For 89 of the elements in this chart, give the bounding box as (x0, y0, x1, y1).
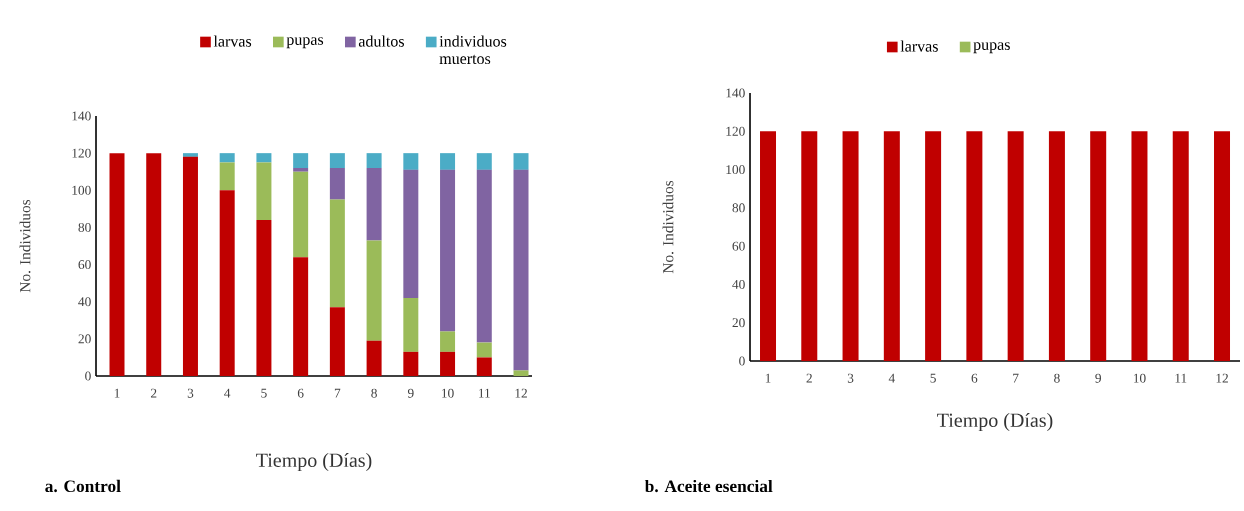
x-axis-title: Tiempo (Días) (256, 452, 372, 472)
bar (329, 307, 345, 376)
x-tick-label: 10 (1133, 373, 1146, 383)
bar (366, 153, 382, 168)
bar (219, 162, 235, 191)
legend-label: larvas (900, 40, 938, 52)
y-tick-label: 120 (726, 126, 745, 136)
y-tick-label: 80 (78, 222, 91, 232)
bar (256, 220, 272, 376)
bar (403, 298, 419, 352)
y-tick-label: 80 (732, 203, 745, 213)
bar (476, 153, 492, 170)
legend-label: adultos (358, 35, 404, 47)
x-tick-label: 7 (334, 388, 341, 398)
y-tick-label: 60 (732, 241, 745, 251)
bar (293, 153, 309, 168)
bar (182, 156, 198, 376)
legend-label: pupas (286, 37, 324, 49)
x-tick-label: 2 (150, 388, 157, 398)
y-tick-label: 100 (72, 185, 91, 195)
x-tick-label: 1 (114, 388, 120, 398)
x-tick-label: 8 (1054, 373, 1060, 383)
y-tick-label: 40 (732, 279, 745, 289)
bar (476, 342, 492, 358)
x-tick-label: 2 (806, 373, 812, 383)
y-tick-label: 0 (739, 356, 745, 366)
bar (403, 153, 419, 170)
bar (513, 153, 529, 170)
bar (219, 153, 235, 163)
bar (256, 153, 272, 163)
y-tick-label: 60 (78, 260, 91, 270)
y-axis-title: No. Individuos (19, 199, 31, 293)
bar (366, 340, 382, 376)
y-tick-label: 120 (72, 148, 91, 158)
y-tick-label: 140 (72, 111, 91, 121)
x-tick-label: 6 (297, 388, 304, 398)
x-tick-label: 3 (187, 388, 194, 398)
bar (403, 169, 419, 298)
x-tick-label: 6 (971, 373, 978, 383)
x-tick-label: 12 (515, 388, 527, 398)
bar (329, 168, 345, 200)
y-tick-label: 100 (726, 165, 745, 175)
legend-label: individuos muertos (439, 35, 507, 65)
bar (366, 240, 382, 341)
bar (476, 357, 492, 376)
x-tick-label: 3 (847, 373, 854, 383)
x-tick-label: 9 (1095, 373, 1101, 383)
x-tick-label: 12 (1216, 373, 1228, 383)
bar (513, 370, 529, 376)
x-tick-label: 8 (371, 388, 377, 398)
x-tick-label: 5 (261, 388, 267, 398)
x-tick-label: 11 (1175, 373, 1187, 383)
bar (329, 153, 345, 168)
bar (293, 168, 309, 172)
x-tick-label: 11 (479, 388, 490, 398)
text: b. Aceite esencial (644, 479, 773, 493)
bar (293, 171, 309, 258)
x-tick-label: 9 (407, 388, 414, 398)
x-axis-title: Tiempo (Días) (937, 412, 1053, 432)
bar (256, 162, 272, 220)
legend-label: pupas (973, 42, 1010, 54)
x-tick-label: 4 (888, 373, 895, 383)
y-axis-title: No. Individuos (662, 180, 674, 274)
bar (219, 190, 235, 376)
bar (329, 199, 345, 308)
bar (440, 169, 456, 332)
bar (476, 169, 492, 343)
y-tick-label: 20 (78, 334, 91, 344)
y-tick-label: 140 (726, 88, 745, 98)
bar (146, 153, 162, 376)
bar (182, 153, 198, 157)
x-tick-label: 7 (1013, 373, 1019, 383)
x-tick-label: 10 (442, 388, 454, 398)
bar (366, 168, 382, 241)
bar (440, 351, 456, 376)
y-tick-label: 20 (732, 318, 745, 328)
y-tick-label: 40 (78, 297, 91, 307)
bar (403, 351, 419, 376)
x-tick-label: 4 (224, 388, 231, 398)
y-tick-label: 0 (85, 371, 91, 381)
bar (109, 153, 125, 376)
bar (440, 331, 456, 352)
text: a. Control (45, 479, 121, 493)
bar (513, 169, 529, 371)
x-tick-label: 1 (765, 373, 771, 383)
x-tick-label: 5 (930, 373, 936, 383)
bar (293, 257, 309, 376)
legend-label: larvas (213, 35, 252, 47)
bar (440, 153, 456, 170)
